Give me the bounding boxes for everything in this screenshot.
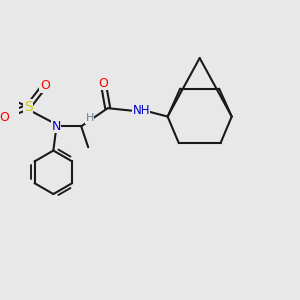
Text: O: O (99, 76, 109, 90)
Text: H: H (85, 113, 94, 123)
Text: NH: NH (132, 104, 150, 118)
Text: N: N (52, 120, 61, 133)
Text: O: O (40, 80, 50, 92)
Text: S: S (24, 100, 33, 114)
Text: O: O (0, 111, 10, 124)
